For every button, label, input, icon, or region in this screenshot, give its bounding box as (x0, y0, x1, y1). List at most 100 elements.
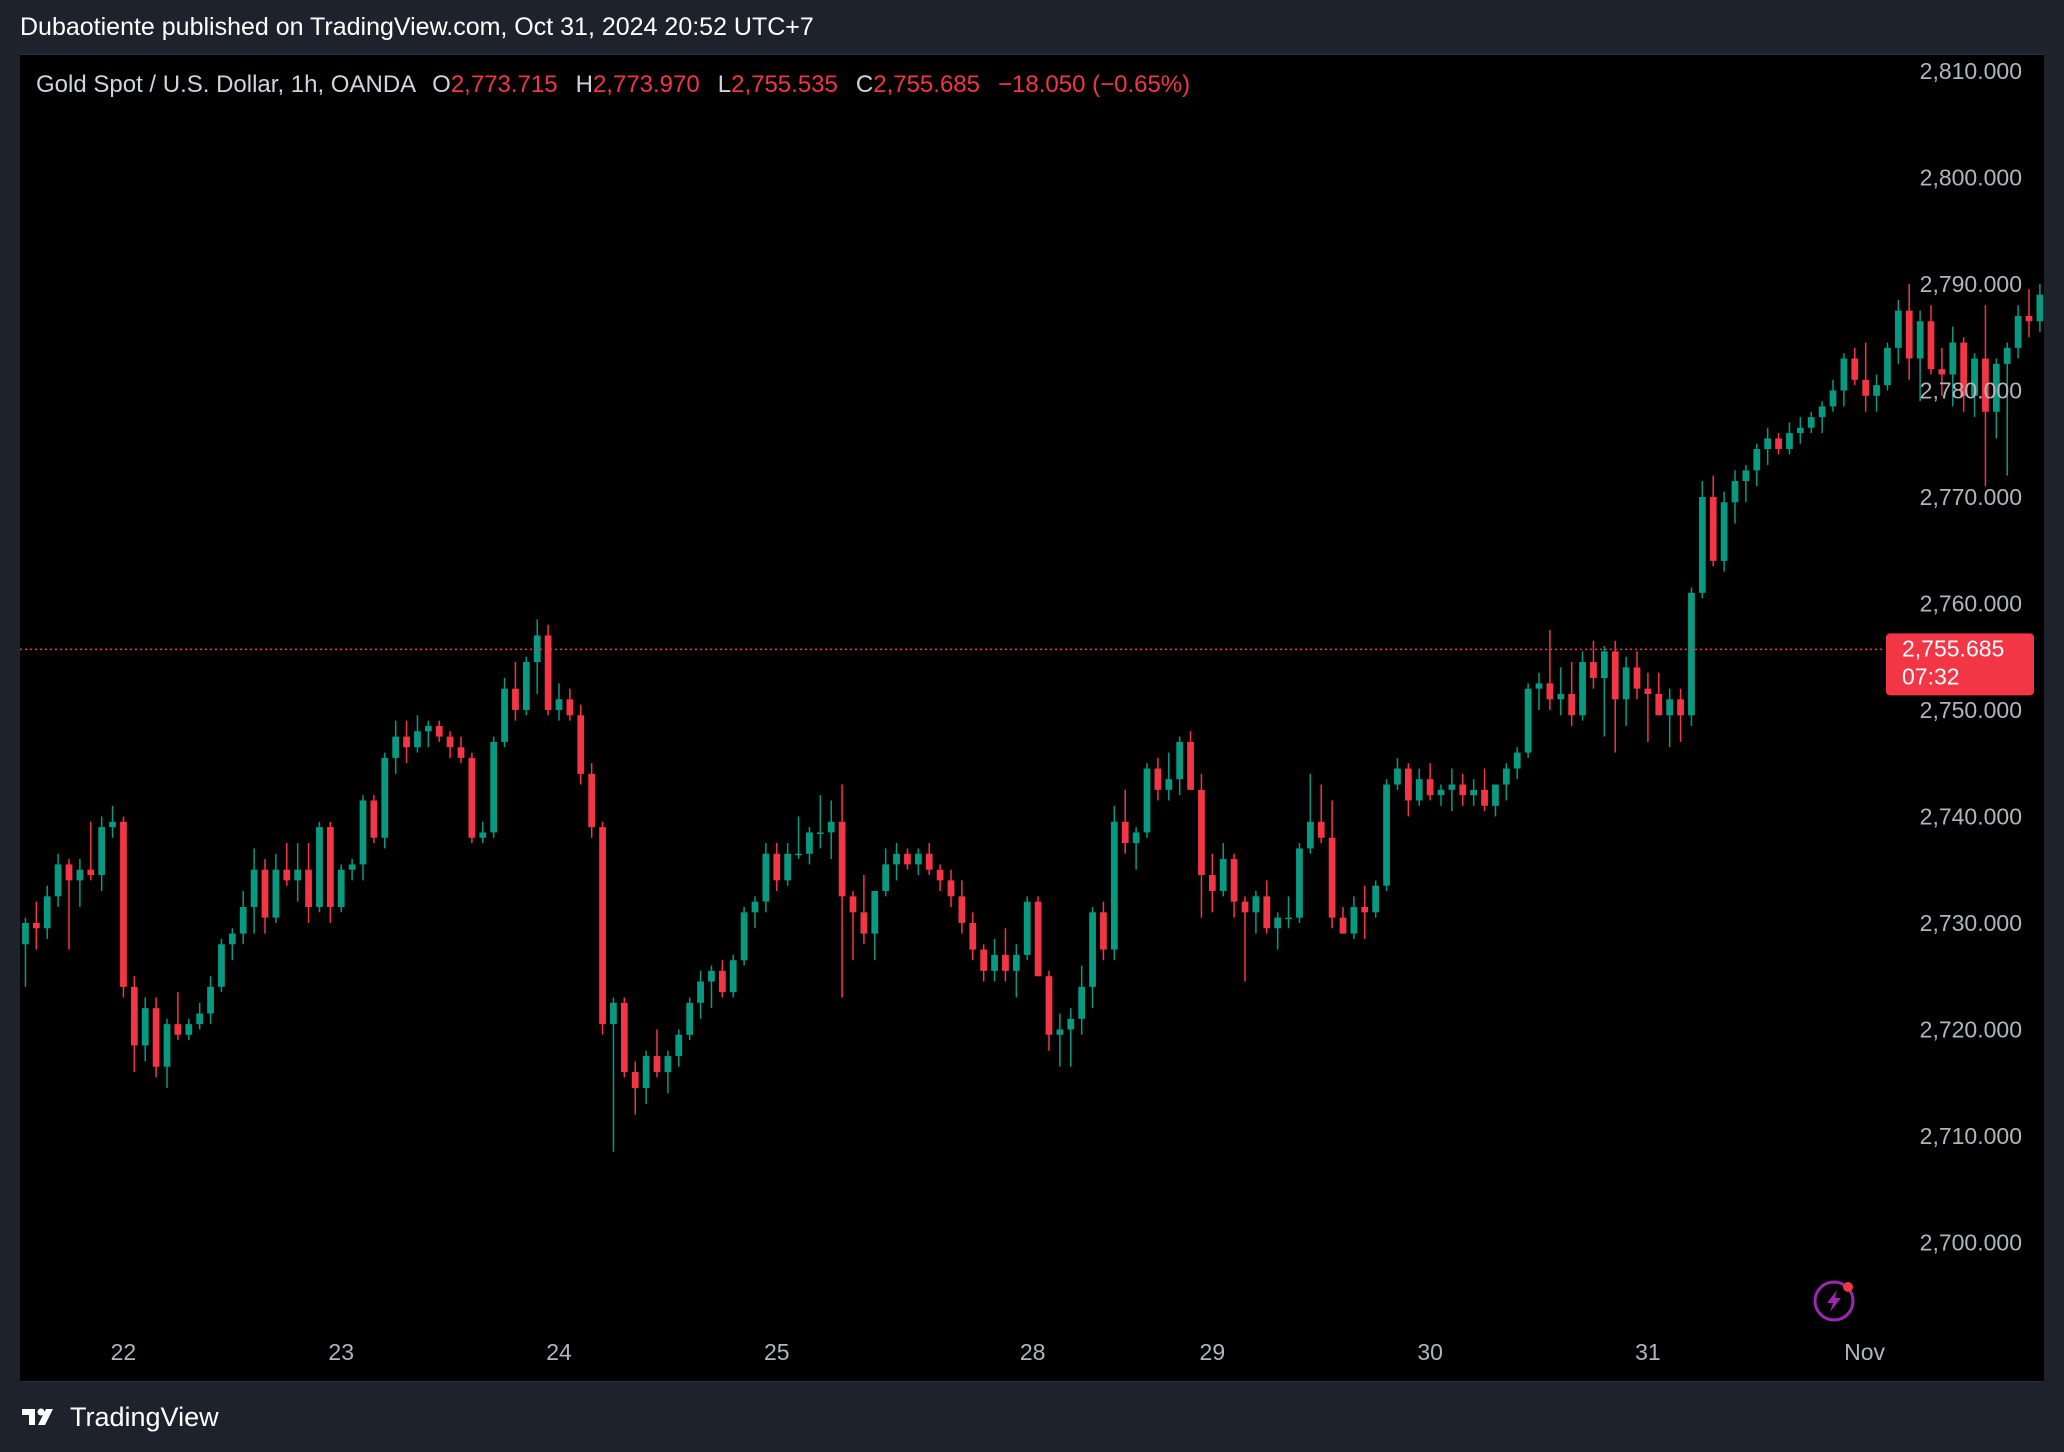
candle-body (1938, 369, 1946, 375)
candle (1927, 305, 1935, 375)
candle-body (370, 800, 378, 838)
open-value: 2,773.715 (450, 71, 558, 98)
chart-area[interactable]: 2,700.000 2,710.000 2,720.000 2,730.000 2,74… (20, 54, 2044, 1382)
candle-body (2003, 347, 2011, 364)
candle (1590, 640, 1597, 689)
candle-body (294, 869, 302, 881)
candle-body (1470, 789, 1478, 796)
time-axis[interactable]: 22 23 24 25 28 29 30 31 Nov (111, 1339, 1886, 1365)
candle (2014, 305, 2022, 359)
candle-body (283, 869, 291, 881)
candle (1034, 896, 1042, 977)
candle-body (316, 827, 323, 907)
candle-body (1012, 954, 1020, 971)
candle-body (1818, 406, 1826, 418)
candle-body (1840, 358, 1848, 391)
candle (65, 859, 73, 950)
candle-body (490, 741, 498, 833)
symbol-title[interactable]: Gold Spot / U.S. Dollar, 1h, OANDA (36, 71, 417, 98)
candle (588, 763, 596, 838)
candle-body (718, 970, 726, 993)
candle-body (1502, 768, 1510, 785)
candle (1361, 885, 1369, 939)
candlestick-chart[interactable]: 2,700.000 2,710.000 2,720.000 2,730.000 2,74… (20, 55, 2044, 1381)
candle-body (925, 853, 933, 870)
tradingview-logo-icon[interactable] (20, 1405, 60, 1429)
candle (1688, 587, 1695, 726)
candle-body (1753, 449, 1761, 471)
candle-body (631, 1072, 639, 1089)
lightning-icon[interactable] (1813, 1280, 1855, 1322)
candle (1742, 465, 1750, 503)
candle-body (784, 853, 792, 881)
candle (294, 843, 302, 902)
candle (1633, 651, 1641, 700)
candle (697, 970, 704, 1019)
candle (316, 821, 323, 913)
price-tick-label: 2,780.000 (1920, 377, 2022, 403)
candle (653, 1029, 661, 1078)
candle-body (1720, 502, 1728, 561)
price-tick-label: 2,720.000 (1920, 1016, 2022, 1042)
price-axis[interactable]: 2,700.000 2,710.000 2,720.000 2,730.000 2,74… (1920, 58, 2022, 1255)
candle-body (653, 1056, 661, 1073)
candle (1818, 401, 1826, 434)
candle (1219, 843, 1227, 897)
candle (1056, 1013, 1064, 1067)
time-tick-label: 22 (111, 1339, 137, 1365)
candle (337, 864, 345, 913)
candle-body (174, 1024, 182, 1035)
candle (501, 678, 508, 748)
candle-body (1894, 310, 1902, 348)
candle (207, 976, 214, 1025)
candle (958, 880, 966, 934)
candle-body (512, 688, 519, 710)
candle-body (1404, 768, 1412, 801)
candle (827, 800, 835, 860)
candle-body (1557, 693, 1565, 700)
candle-body (555, 699, 563, 710)
candle-body (1274, 917, 1282, 929)
candle (1198, 773, 1205, 918)
candle (1579, 651, 1586, 721)
candle-body (272, 869, 280, 918)
candle-body (196, 1013, 204, 1025)
candle-body (1219, 859, 1227, 892)
candle-body (1982, 358, 1989, 412)
candle-body (130, 986, 138, 1046)
high-value: 2,773.970 (592, 71, 700, 98)
candle (1982, 305, 1989, 487)
candle (1677, 688, 1684, 742)
candle (784, 843, 792, 886)
candle-body (1198, 789, 1205, 876)
candle (1971, 353, 1978, 418)
candle (1611, 640, 1619, 753)
candle (1306, 773, 1314, 854)
candle-body (1884, 347, 1891, 386)
candle (348, 859, 356, 881)
candle-body (1372, 885, 1380, 913)
brand-name[interactable]: TradingView (70, 1401, 219, 1432)
price-tick-label: 2,730.000 (1920, 910, 2022, 936)
candle (479, 821, 487, 844)
candle (1840, 353, 1848, 407)
candle (1698, 480, 1706, 599)
candle-body (958, 896, 966, 923)
candle (1045, 970, 1053, 1051)
candle (936, 864, 944, 892)
candle-body (686, 1002, 694, 1035)
candle (1709, 475, 1717, 567)
candle-body (163, 1024, 171, 1067)
candle-body (599, 827, 606, 1025)
candle (2025, 289, 2033, 338)
candle-body (1263, 896, 1271, 929)
candle (1317, 784, 1325, 844)
candle-body (522, 662, 530, 710)
candle (1535, 672, 1543, 710)
candle-body (65, 864, 73, 881)
candle (566, 688, 574, 721)
candle-body (381, 757, 389, 838)
candle (490, 736, 498, 838)
candle-body (1916, 321, 1924, 359)
candle-body (1067, 1018, 1075, 1030)
